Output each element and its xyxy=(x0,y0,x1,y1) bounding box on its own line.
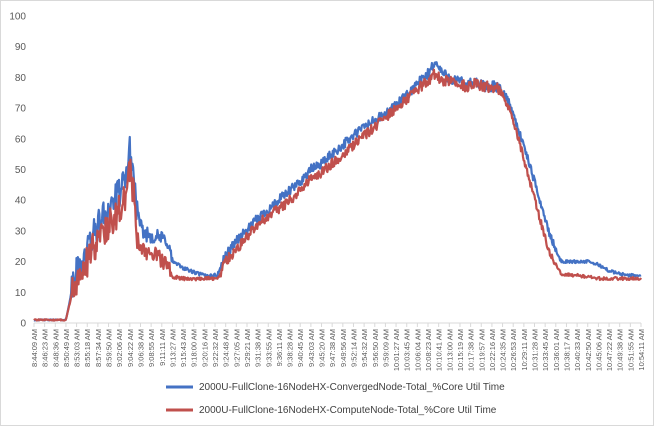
x-tick-label: 8:44:09 AM xyxy=(30,329,39,367)
y-tick-label: 0 xyxy=(20,319,26,330)
x-tick-label: 8:59:50 AM xyxy=(105,329,114,367)
x-tick-label: 9:18:00 AM xyxy=(190,329,199,367)
x-tick-label: 10:24:35 AM xyxy=(499,329,508,371)
x-tick-label: 9:11:11 AM xyxy=(158,329,167,366)
x-tick-label: 9:47:38 AM xyxy=(328,329,337,367)
y-tick-label: 10 xyxy=(15,288,27,299)
x-tick-label: 10:06:04 AM xyxy=(413,329,422,371)
x-tick-label: 9:08:55 AM xyxy=(147,329,156,367)
x-tick-label: 10:15:19 AM xyxy=(456,329,465,371)
y-tick-label: 40 xyxy=(15,196,27,207)
x-tick-label: 10:29:11 AM xyxy=(520,329,529,371)
x-tick-label: 9:36:11 AM xyxy=(275,329,284,366)
x-tick-label: 9:06:38 AM xyxy=(136,329,145,367)
y-tick-label: 100 xyxy=(9,12,26,23)
x-tick-label: 10:22:16 AM xyxy=(488,329,497,371)
x-tick-label: 10:45:06 AM xyxy=(594,329,603,371)
x-tick-label: 9:24:48 AM xyxy=(222,329,231,367)
x-tick-label: 10:47:22 AM xyxy=(605,329,614,371)
x-tick-label: 10:36:01 AM xyxy=(552,329,561,371)
x-tick-label: 10:03:45 AM xyxy=(403,329,412,371)
x-tick-label: 9:31:38 AM xyxy=(254,329,263,367)
x-tick-label: 8:50:49 AM xyxy=(62,329,71,367)
x-tick-label: 9:22:32 AM xyxy=(211,329,220,367)
x-tick-label: 9:02:06 AM xyxy=(115,329,124,367)
y-tick-label: 60 xyxy=(15,134,27,145)
x-tick-label: 9:54:32 AM xyxy=(360,329,369,367)
x-tick-label: 9:40:45 AM xyxy=(296,329,305,367)
x-tick-label: 8:55:18 AM xyxy=(83,329,92,367)
y-tick-label: 20 xyxy=(15,257,27,268)
x-tick-label: 8:46:23 AM xyxy=(41,329,50,367)
x-tick-label: 9:29:21 AM xyxy=(243,329,252,367)
y-tick-label: 80 xyxy=(15,73,27,84)
x-tick-label: 9:04:22 AM xyxy=(126,329,135,367)
series-line-compute xyxy=(33,68,642,322)
x-tick-label: 10:10:41 AM xyxy=(435,329,444,371)
x-tick-label: 9:13:27 AM xyxy=(168,329,177,367)
x-tick-label: 8:53:03 AM xyxy=(73,329,82,367)
x-tick-label: 9:38:28 AM xyxy=(286,329,295,367)
x-tick-label: 9:33:55 AM xyxy=(264,329,273,367)
x-tick-label: 10:38:17 AM xyxy=(562,329,571,371)
x-tick-label: 10:31:28 AM xyxy=(531,329,540,371)
x-tick-label: 9:27:05 AM xyxy=(232,329,241,367)
x-tick-label: 8:48:36 AM xyxy=(51,329,60,367)
x-tick-label: 8:57:34 AM xyxy=(94,329,103,367)
x-tick-label: 9:59:09 AM xyxy=(381,329,390,367)
series-lines xyxy=(33,61,642,322)
x-tick-label: 10:13:00 AM xyxy=(445,329,454,371)
x-tick-label: 10:08:23 AM xyxy=(424,329,433,371)
x-tick-label: 10:51:55 AM xyxy=(626,329,635,371)
series-line-converged xyxy=(33,61,642,322)
x-tick-label: 10:42:50 AM xyxy=(584,329,593,371)
legend: 2000U-FullClone-16NodeHX-ConvergedNode-T… xyxy=(166,382,505,416)
legend-label-compute: 2000U-FullClone-16NodeHX-ComputeNode-Tot… xyxy=(199,405,497,416)
x-tick-label: 10:17:38 AM xyxy=(467,329,476,371)
x-tick-label: 10:40:33 AM xyxy=(573,329,582,371)
legend-label-converged: 2000U-FullClone-16NodeHX-ConvergedNode-T… xyxy=(199,382,505,393)
x-tick-label: 10:49:38 AM xyxy=(616,329,625,371)
x-tick-label: 9:49:56 AM xyxy=(339,329,348,367)
x-tick-label: 9:15:43 AM xyxy=(179,329,188,367)
x-tick-label: 9:45:20 AM xyxy=(318,329,327,367)
y-tick-label: 30 xyxy=(15,226,27,237)
x-tick-label: 10:01:27 AM xyxy=(392,329,401,371)
y-tick-label: 90 xyxy=(15,42,27,53)
x-tick-label: 10:19:57 AM xyxy=(477,329,486,371)
x-tick-label: 10:54:11 AM xyxy=(637,329,646,371)
x-tick-label: 9:20:16 AM xyxy=(200,329,209,367)
x-tick-label: 10:26:53 AM xyxy=(509,329,518,371)
x-axis: 8:44:09 AM 8:46:23 AM 8:48:36 AM 8:50:49 AM… xyxy=(30,322,646,371)
y-axis: 0 10 20 30 40 50 60 70 80 90 100 xyxy=(9,12,26,330)
x-tick-label: 9:52:14 AM xyxy=(349,329,358,367)
x-tick-label: 10:33:45 AM xyxy=(541,329,550,371)
x-tick-label: 9:56:50 AM xyxy=(371,329,380,367)
y-tick-label: 50 xyxy=(15,165,27,176)
x-tick-label: 9:43:03 AM xyxy=(307,329,316,367)
y-tick-label: 70 xyxy=(15,104,27,115)
